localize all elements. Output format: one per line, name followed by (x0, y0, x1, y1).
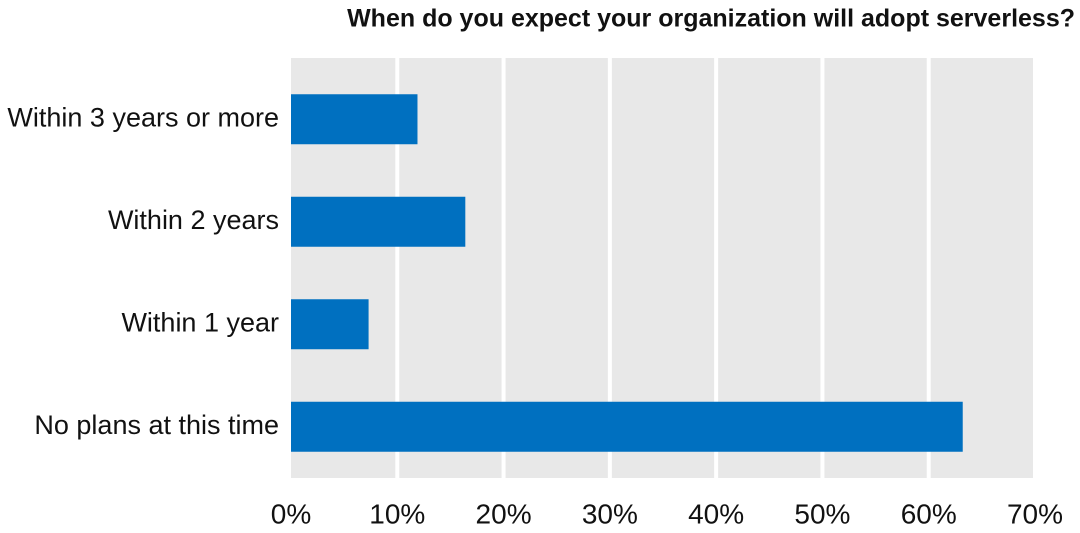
x-tick-label: 10% (369, 498, 425, 529)
y-tick-label: Within 3 years or more (7, 102, 279, 132)
x-tick-label: 60% (901, 498, 957, 529)
y-tick-label: No plans at this time (34, 410, 279, 440)
chart-title: When do you expect your organization wil… (347, 5, 1075, 33)
x-tick-label: 30% (582, 498, 638, 529)
x-tick-label: 0% (271, 498, 311, 529)
x-tick-label: 50% (794, 498, 850, 529)
y-tick-label: Within 2 years (108, 205, 279, 235)
bar (291, 94, 418, 145)
x-tick-label: 70% (1007, 498, 1063, 529)
bar (291, 196, 466, 247)
bar (291, 299, 369, 350)
x-tick-label: 40% (688, 498, 744, 529)
bar (291, 401, 963, 452)
y-tick-label: Within 1 year (121, 307, 279, 337)
x-tick-label: 20% (476, 498, 532, 529)
